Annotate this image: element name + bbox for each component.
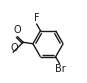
Text: Br: Br <box>55 64 66 75</box>
Text: O: O <box>14 25 21 35</box>
Text: F: F <box>34 13 39 23</box>
Text: O: O <box>10 43 18 53</box>
